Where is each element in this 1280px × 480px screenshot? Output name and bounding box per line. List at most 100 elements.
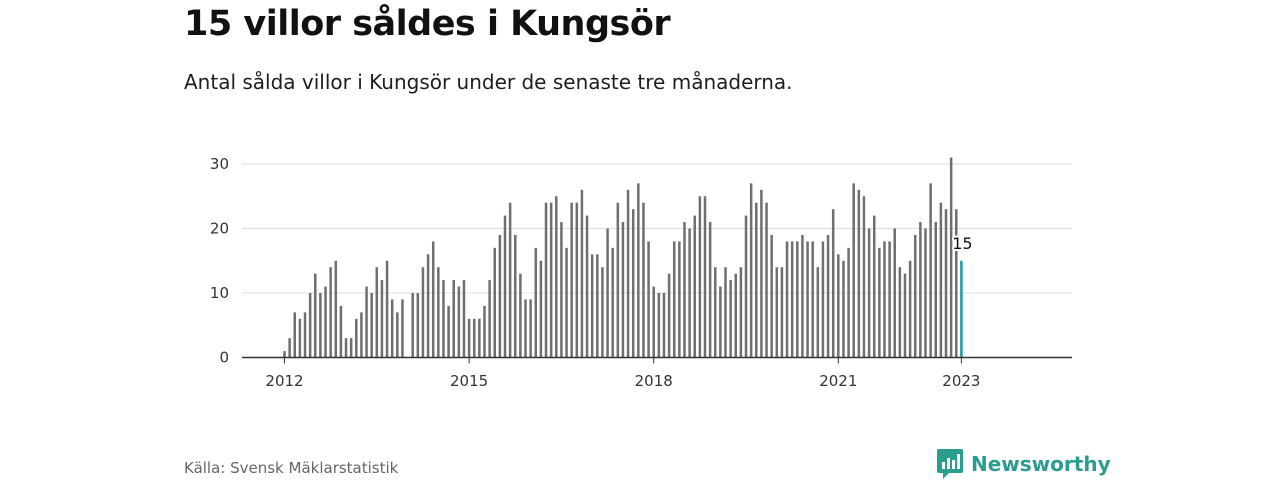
bar [826,234,830,358]
bar [903,273,907,358]
bar [539,260,543,358]
bar [919,222,922,358]
annotation: 15 [950,232,974,255]
bar [329,267,332,358]
bar [288,338,291,358]
bar [396,312,399,358]
bar [852,183,855,358]
bar [488,280,491,358]
bar [519,273,522,358]
bar [934,222,938,358]
value-label: 15 [952,234,972,253]
bar [334,260,338,358]
bar [929,183,932,358]
bar [549,202,553,358]
bar [565,247,568,358]
grid-lines [242,163,1072,294]
bar [734,273,738,358]
bar [714,267,717,358]
bar [385,260,389,358]
bar [785,241,789,358]
bar [303,312,307,358]
bar [842,260,845,358]
y-axis-tick-labels: 0 10 20 30 [210,155,229,367]
bar [349,338,353,358]
bar [724,267,727,358]
bar [949,157,953,358]
bar [601,267,604,358]
bar [426,254,430,358]
x-tick-label: 2012 [265,372,303,390]
bar [590,254,594,358]
bar [416,293,420,358]
bar [375,267,379,358]
bar [893,228,896,358]
bar [806,241,809,358]
bar [529,299,532,358]
bar [457,286,461,358]
bar [365,286,368,358]
bar [390,299,394,358]
bar [570,202,573,358]
y-tick-label: 10 [210,284,229,302]
bar-highlight [960,260,963,358]
bar [755,202,758,358]
source-note: Källa: Svensk Mäklarstatistik [184,459,399,477]
y-tick-label: 20 [210,220,229,238]
bar [293,312,297,358]
newsworthy-logo[interactable]: Newsworthy [937,449,1111,479]
bar [872,215,876,358]
bar [765,202,768,358]
bar [442,280,445,358]
bar [780,267,784,358]
x-axis-ticks: 2012 2015 2018 2021 2023 [265,357,980,390]
bar [472,318,476,358]
bar [739,267,743,358]
bar [801,234,804,358]
bar [688,228,691,358]
bar [575,202,579,358]
bar [955,209,958,358]
bar [708,222,712,358]
bar [319,293,322,358]
bar [314,273,317,358]
bar [924,228,927,358]
bar [657,293,661,358]
bar [857,189,861,358]
bar [621,222,625,358]
bar [631,209,635,358]
bar [626,189,630,358]
bar-chart: 0 10 20 30 2012 2015 2018 2021 2023 15 [210,155,1072,390]
bar [770,234,773,358]
bar [667,273,671,358]
y-tick-label: 30 [210,155,229,173]
bar [719,286,722,358]
bar [883,241,886,358]
bar [775,267,779,358]
x-tick-label: 2021 [819,372,857,390]
bar [544,202,548,358]
bar [355,318,358,358]
bar [939,202,943,358]
x-tick-label: 2023 [942,372,980,390]
bar [344,338,348,358]
bar [431,241,435,358]
bar [811,241,814,358]
bar [816,267,820,358]
bar [888,241,891,358]
bar [606,228,609,358]
bar [878,247,881,358]
bar [693,215,696,358]
bar [596,254,599,358]
bar [611,247,614,358]
bar [683,222,686,358]
bar [421,267,425,358]
bar [790,241,794,358]
brand-name: Newsworthy [971,452,1111,476]
bar [283,351,286,358]
bar [847,247,850,358]
bar [821,241,825,358]
bar [508,202,512,358]
bar [837,254,840,358]
bar [380,280,384,358]
